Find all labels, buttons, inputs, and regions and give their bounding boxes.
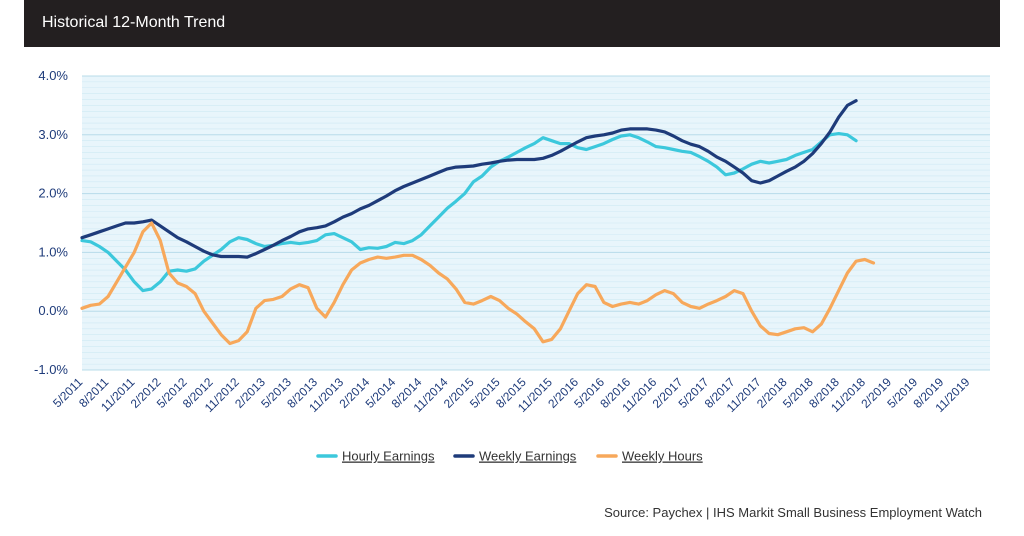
y-tick-label: 2.0% xyxy=(38,186,68,201)
y-tick-label: 3.0% xyxy=(38,127,68,142)
y-tick-label: 1.0% xyxy=(38,244,68,259)
legend-label: Hourly Earnings xyxy=(342,449,435,464)
y-tick-label: 0.0% xyxy=(38,303,68,318)
chart-title: Historical 12-Month Trend xyxy=(42,14,226,31)
legend-label: Weekly Earnings xyxy=(479,449,577,464)
series-line-weekly-earnings xyxy=(80,99,858,259)
y-tick-label: -1.0% xyxy=(34,362,68,377)
title-bar: Historical 12-Month Trend xyxy=(24,0,1000,47)
source-note: Source: Paychex | IHS Markit Small Busin… xyxy=(604,505,982,520)
series-line-hourly-earnings xyxy=(80,132,858,293)
y-tick-label: 4.0% xyxy=(38,68,68,83)
legend-label: Weekly Hours xyxy=(622,449,703,464)
series-line-weekly-hours xyxy=(80,221,876,346)
